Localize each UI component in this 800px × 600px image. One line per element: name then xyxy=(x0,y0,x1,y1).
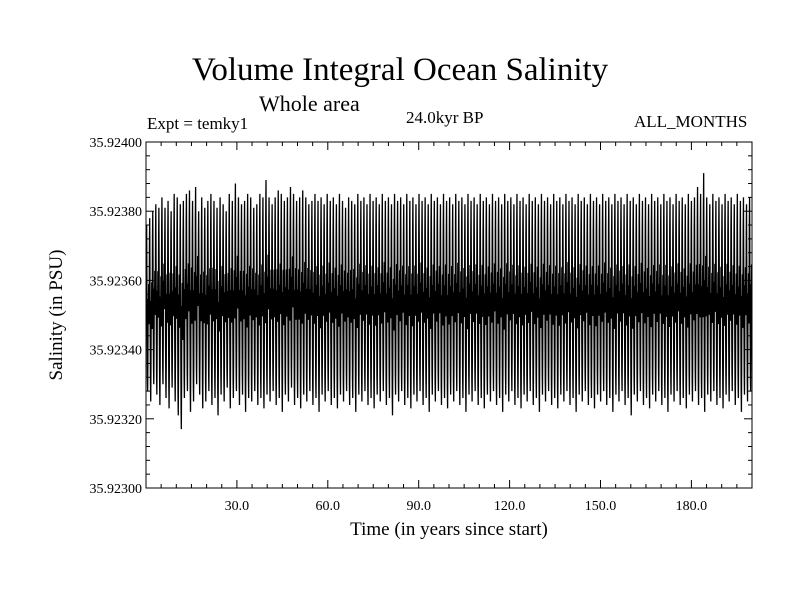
y-tick-label: 35.92400 xyxy=(90,136,143,151)
y-axis-label: Salinity (in PSU) xyxy=(46,250,67,381)
x-tick-label: 60.0 xyxy=(316,499,341,514)
chart-subtitle: Whole area xyxy=(259,91,360,116)
x-tick-label: 150.0 xyxy=(585,499,617,514)
x-tick-label: 180.0 xyxy=(676,499,708,514)
y-tick-label: 35.92320 xyxy=(90,413,143,428)
x-tick-label: 120.0 xyxy=(494,499,526,514)
y-tick-label: 35.92300 xyxy=(90,482,143,497)
x-axis-label: Time (in years since start) xyxy=(350,519,548,540)
x-tick-label: 30.0 xyxy=(225,499,250,514)
ticks-layer: 30.0 60.0 90.0 120.0 150.0 180.0 35.92300 35.92… xyxy=(90,136,752,514)
chart-title: Volume Integral Ocean Salinity xyxy=(191,52,609,88)
y-tick-label: 35.92380 xyxy=(90,205,143,220)
months-label: ALL_MONTHS xyxy=(634,112,748,131)
period-label: 24.0kyr BP xyxy=(406,108,484,127)
x-tick-label: 90.0 xyxy=(406,499,431,514)
series-layer xyxy=(145,173,753,430)
y-tick-label: 35.92340 xyxy=(90,344,143,359)
salinity-series-line xyxy=(145,173,753,430)
y-tick-label: 35.92360 xyxy=(90,274,143,289)
experiment-label: Expt = temky1 xyxy=(147,114,249,133)
